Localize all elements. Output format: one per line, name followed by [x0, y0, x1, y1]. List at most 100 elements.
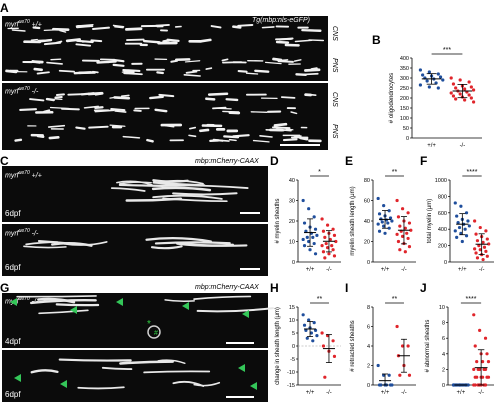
- scale-bar-c-mut: [240, 268, 260, 270]
- data-point: [463, 98, 467, 102]
- data-point: [379, 383, 383, 387]
- data-point: [390, 383, 394, 387]
- panel-letter-a: A: [0, 1, 9, 15]
- significance-stars: **: [317, 296, 323, 303]
- data-point: [451, 82, 456, 86]
- data-point: [464, 211, 469, 215]
- y-tick-label: 0: [292, 344, 295, 350]
- data-point: [451, 94, 456, 98]
- data-point: [418, 83, 422, 87]
- y-tick-label: 2: [442, 367, 445, 373]
- y-tick-label: 250: [400, 86, 409, 92]
- data-point: [320, 217, 324, 221]
- significance-stars: ***: [443, 47, 451, 54]
- data-point: [481, 240, 485, 244]
- y-tick-label: 6: [442, 336, 445, 342]
- data-point: [323, 235, 327, 239]
- y-tick-label: 600: [438, 211, 447, 217]
- data-point: [376, 196, 380, 201]
- x-tick-label: -/-: [326, 267, 332, 273]
- data-point: [315, 233, 319, 237]
- stage-label-g-4dpf: 4dpf: [5, 337, 21, 346]
- y-tick-label: 6: [367, 325, 370, 331]
- data-point: [305, 235, 309, 239]
- y-tick-label: 0: [444, 260, 447, 266]
- data-point: [478, 328, 482, 332]
- x-tick-label: -/-: [478, 390, 484, 396]
- y-tick-label: 1000: [435, 178, 447, 184]
- data-point: [472, 367, 476, 371]
- transgene-label-g: mbp:mCherry-CAAX: [195, 284, 259, 291]
- y-tick-label: 350: [400, 66, 409, 72]
- y-tick-label: 20: [364, 240, 370, 246]
- data-point: [309, 331, 314, 335]
- data-point: [301, 237, 305, 242]
- y-tick-label: 4: [367, 344, 370, 350]
- panel-letter-c: C: [0, 154, 9, 168]
- data-point: [331, 339, 335, 343]
- panel-letter-i: I: [345, 281, 349, 295]
- data-point: [466, 219, 470, 223]
- data-point: [320, 331, 324, 335]
- data-point: [395, 324, 399, 329]
- y-tick-label: 800: [438, 194, 447, 200]
- data-point: [475, 360, 479, 364]
- scale-bar-g-6dpf: [226, 396, 254, 398]
- data-point: [307, 207, 311, 211]
- hash-marker: #: [154, 330, 158, 337]
- data-point: [311, 235, 315, 239]
- data-point: [331, 227, 335, 231]
- genotype-label-c-mut: myrfue70 -/-: [5, 228, 39, 238]
- data-point: [480, 375, 485, 379]
- data-point: [407, 373, 412, 377]
- data-point: [457, 225, 462, 230]
- data-point: [454, 97, 458, 101]
- panel-letter-e: E: [345, 154, 354, 168]
- y-tick-label: 150: [400, 106, 409, 112]
- x-tick-label: +/+: [306, 267, 315, 273]
- data-point: [473, 383, 477, 387]
- data-point: [302, 244, 307, 248]
- panel-letter-j: J: [420, 281, 427, 295]
- data-point: [301, 198, 305, 203]
- y-tick-label: 0: [292, 260, 295, 266]
- chart-oligodendrocytes: 0 50 100 150 200 250 300 350 400 +/+ -/- # oligoden…: [389, 47, 482, 149]
- data-point: [312, 241, 316, 246]
- x-tick-label: -/-: [479, 267, 485, 273]
- data-point: [483, 336, 488, 340]
- panel-letter-f: F: [420, 154, 428, 168]
- data-point: [485, 254, 489, 258]
- data-point: [478, 225, 482, 230]
- micrograph-c-mut: [2, 224, 268, 276]
- y-tick-label: 30: [289, 199, 295, 205]
- data-point: [390, 219, 394, 223]
- data-point: [472, 88, 476, 92]
- data-point: [484, 229, 488, 233]
- data-point: [387, 373, 391, 377]
- y-axis-label: myelin sheath length (μm): [350, 186, 356, 255]
- data-point: [302, 221, 307, 225]
- data-point: [315, 334, 319, 338]
- transgene-label-a: Tg(mbp:nls-eGFP): [252, 17, 310, 24]
- x-tick-label: -/-: [401, 390, 407, 396]
- panel-letter-h: H: [270, 281, 279, 295]
- stage-label-c-wt: 6dpf: [5, 209, 21, 218]
- y-tick-label: 300: [400, 76, 409, 82]
- data-point: [332, 254, 337, 258]
- data-point: [320, 244, 324, 248]
- data-point: [427, 85, 431, 89]
- data-point: [403, 250, 407, 254]
- data-point: [459, 231, 463, 235]
- y-tick-label: 0: [442, 383, 445, 389]
- data-point: [406, 344, 410, 348]
- data-point: [449, 76, 453, 80]
- data-point: [438, 75, 443, 79]
- y-axis-label: # oligodendrocytes: [389, 73, 395, 123]
- data-point: [463, 227, 467, 231]
- data-point: [398, 373, 402, 377]
- data-point: [313, 227, 318, 231]
- x-tick-label: +/+: [457, 390, 466, 396]
- y-tick-label: 10: [289, 318, 295, 324]
- chart-total-myelin: 0 200 400 600 800 1000 +/+ -/- total myelin (μm)…: [427, 169, 494, 273]
- data-point: [323, 256, 327, 260]
